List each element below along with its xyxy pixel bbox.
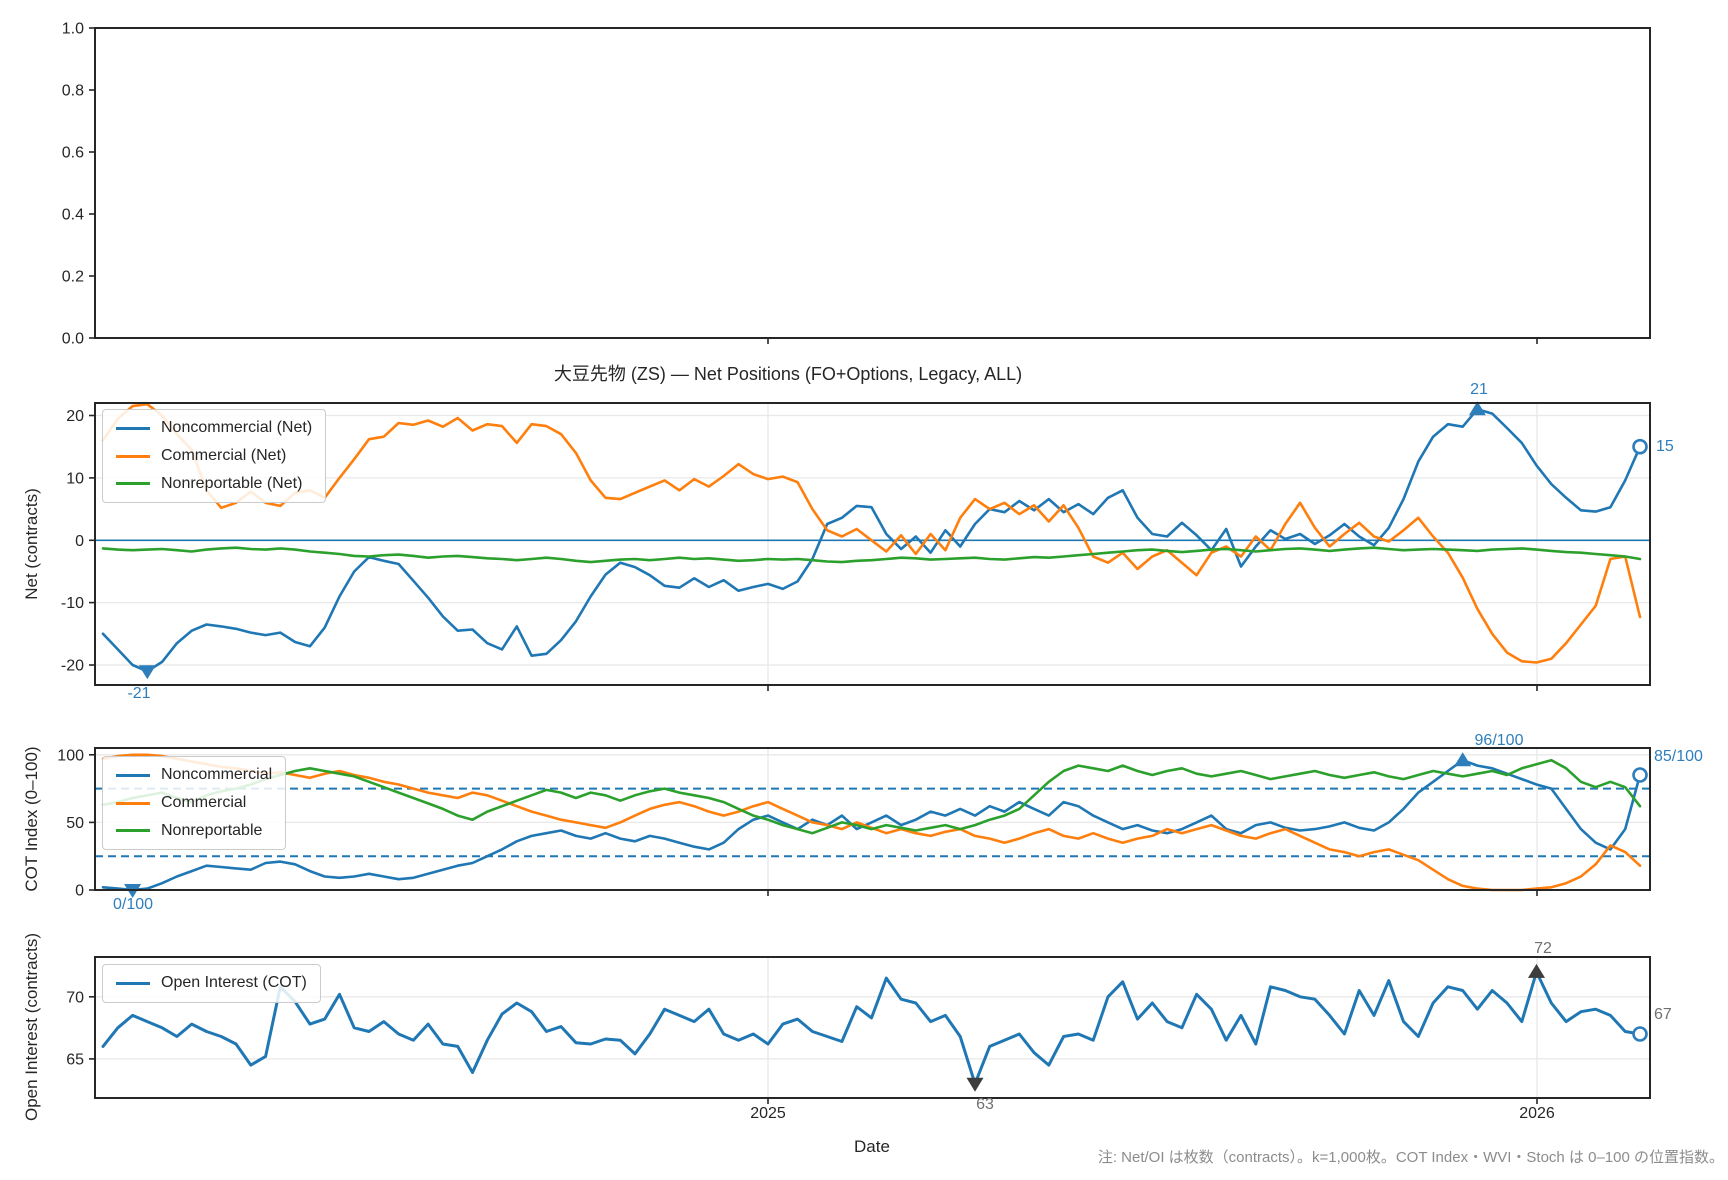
annotation-net-min: -21 (127, 685, 151, 702)
chart-title: 大豆先物 (ZS) — Net Positions (FO+Options, L… (553, 364, 1023, 384)
series-commercial-net (101, 402, 1642, 664)
annotation-cot-last: 85/100 (1654, 748, 1703, 765)
legend-line-sample-blue (116, 981, 150, 985)
axes-frame (94, 956, 1651, 1099)
y-tick-label: 0 (75, 533, 84, 550)
annotation-cot-max: 96/100 (1474, 732, 1524, 749)
axes-frame (94, 747, 1651, 891)
legend-line-sample-green (116, 829, 150, 833)
legend-open-interest: Open Interest (COT) (102, 964, 321, 1003)
legend-net-positions: Noncommercial (Net) Commercial (Net) Non… (102, 409, 327, 504)
marker-open-circle (1632, 1026, 1648, 1042)
legend-label: Commercial (Net) (161, 446, 287, 464)
series-noncommercial-net (101, 407, 1642, 673)
axes-frame (94, 27, 1651, 339)
y-axis-label-cot-index: COT Index (0–100) (22, 746, 41, 892)
y-tick-label: 0.8 (62, 83, 84, 100)
legend-label: Nonreportable (161, 821, 263, 839)
legend-line-sample-orange (116, 801, 150, 805)
series-nonreportable (101, 758, 1642, 835)
series-noncommercial (101, 758, 1642, 892)
y-tick-label: 70 (66, 989, 84, 1006)
marker-up-triangle (1528, 963, 1545, 978)
annotation-net-max: 21 (1470, 381, 1488, 398)
y-tick-label: 0.4 (62, 207, 84, 224)
y-axis-label-net: Net (contracts) (22, 488, 41, 600)
legend-item-commercial-net: Commercial (Net) (116, 446, 312, 467)
x-axis-label: Date (854, 1137, 890, 1156)
y-tick-label: 100 (57, 747, 84, 764)
y-tick-label: 10 (66, 470, 84, 487)
annotation-oi-max: 72 (1534, 940, 1552, 957)
y-tick-label: -10 (61, 595, 84, 612)
series-open-interest-cot (101, 970, 1642, 1086)
footnote: 注: Net/OI は枚数（contracts）。k=1,000枚。COT In… (1097, 1149, 1724, 1166)
legend-item-nonreportable: Nonreportable (116, 821, 272, 842)
legend-label: Noncommercial (161, 766, 273, 783)
legend-line-sample-blue (116, 773, 150, 777)
marker-open-circle (1632, 767, 1648, 783)
series-nonreportable-net (101, 546, 1642, 564)
y-tick-label: 0.6 (62, 145, 84, 162)
y-tick-label: 0 (75, 883, 84, 900)
legend-line-sample-blue (116, 426, 150, 430)
y-tick-label: -20 (61, 658, 84, 675)
legend-item-nonreportable-net: Nonreportable (Net) (116, 474, 312, 495)
legend-item-commercial: Commercial (116, 793, 272, 814)
legend-item-noncommercial: Noncommercial (116, 765, 272, 786)
legend-item-open-interest: Open Interest (COT) (116, 973, 307, 994)
y-tick-label: 0.0 (62, 331, 84, 348)
y-tick-label: 20 (66, 408, 84, 425)
marker-down-triangle (138, 665, 156, 680)
y-tick-label: 0.2 (62, 269, 84, 286)
legend-line-sample-green (116, 482, 150, 486)
legend-label: Nonreportable (Net) (161, 474, 303, 492)
legend-label: Open Interest (COT) (161, 974, 307, 991)
marker-up-triangle (1468, 401, 1486, 416)
annotation-oi-min: 63 (976, 1096, 994, 1113)
annotation-oi-last: 67 (1654, 1006, 1672, 1023)
annotation-net-last: 15 (1656, 438, 1674, 455)
x-tick-2025: 2025 (750, 1105, 786, 1122)
legend-cot-index: Noncommercial Commercial Nonreportable (102, 756, 287, 851)
y-tick-label: 1.0 (62, 21, 84, 38)
legend-label: Noncommercial (Net) (161, 419, 313, 436)
legend-label: Commercial (161, 793, 247, 811)
legend-item-noncommercial-net: Noncommercial (Net) (116, 418, 312, 439)
y-tick-label: 65 (66, 1051, 84, 1068)
legend-line-sample-orange (116, 454, 150, 458)
marker-down-triangle (966, 1077, 984, 1092)
marker-open-circle (1632, 438, 1648, 455)
y-axis-label-open-interest: Open Interest (contracts) (22, 932, 41, 1122)
y-tick-label: 50 (66, 815, 84, 832)
marker-up-triangle (1454, 752, 1472, 767)
axes-frame (94, 402, 1651, 686)
annotation-cot-min: 0/100 (112, 896, 154, 913)
x-tick-2026: 2026 (1519, 1105, 1555, 1122)
